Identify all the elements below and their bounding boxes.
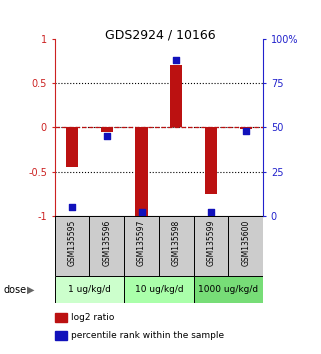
Point: [209, 210, 214, 215]
Bar: [170, 65, 182, 127]
FancyBboxPatch shape: [124, 276, 194, 303]
Point: [174, 57, 179, 63]
FancyBboxPatch shape: [194, 276, 263, 303]
FancyBboxPatch shape: [55, 216, 89, 276]
FancyBboxPatch shape: [89, 216, 124, 276]
FancyBboxPatch shape: [159, 216, 194, 276]
Bar: [66, 127, 78, 167]
Bar: [205, 127, 217, 194]
Text: GSM135598: GSM135598: [172, 220, 181, 266]
Text: GSM135596: GSM135596: [102, 220, 111, 266]
Bar: [135, 127, 148, 216]
Bar: [240, 127, 252, 129]
Text: 1 ug/kg/d: 1 ug/kg/d: [68, 285, 111, 294]
FancyBboxPatch shape: [194, 216, 229, 276]
Point: [69, 204, 74, 210]
Bar: [101, 127, 113, 132]
FancyBboxPatch shape: [124, 216, 159, 276]
Text: GDS2924 / 10166: GDS2924 / 10166: [105, 28, 216, 41]
Text: GSM135600: GSM135600: [241, 220, 250, 266]
Text: ▶: ▶: [27, 285, 35, 295]
Text: GSM135599: GSM135599: [206, 220, 216, 266]
Text: dose: dose: [3, 285, 26, 295]
FancyBboxPatch shape: [55, 276, 124, 303]
Point: [243, 128, 248, 134]
Text: log2 ratio: log2 ratio: [71, 313, 114, 322]
Text: GSM135597: GSM135597: [137, 220, 146, 266]
Text: GSM135595: GSM135595: [67, 220, 76, 266]
Point: [139, 210, 144, 215]
FancyBboxPatch shape: [229, 216, 263, 276]
Point: [104, 133, 109, 139]
Text: 10 ug/kg/d: 10 ug/kg/d: [134, 285, 183, 294]
Text: percentile rank within the sample: percentile rank within the sample: [71, 331, 224, 340]
Text: 1000 ug/kg/d: 1000 ug/kg/d: [198, 285, 258, 294]
